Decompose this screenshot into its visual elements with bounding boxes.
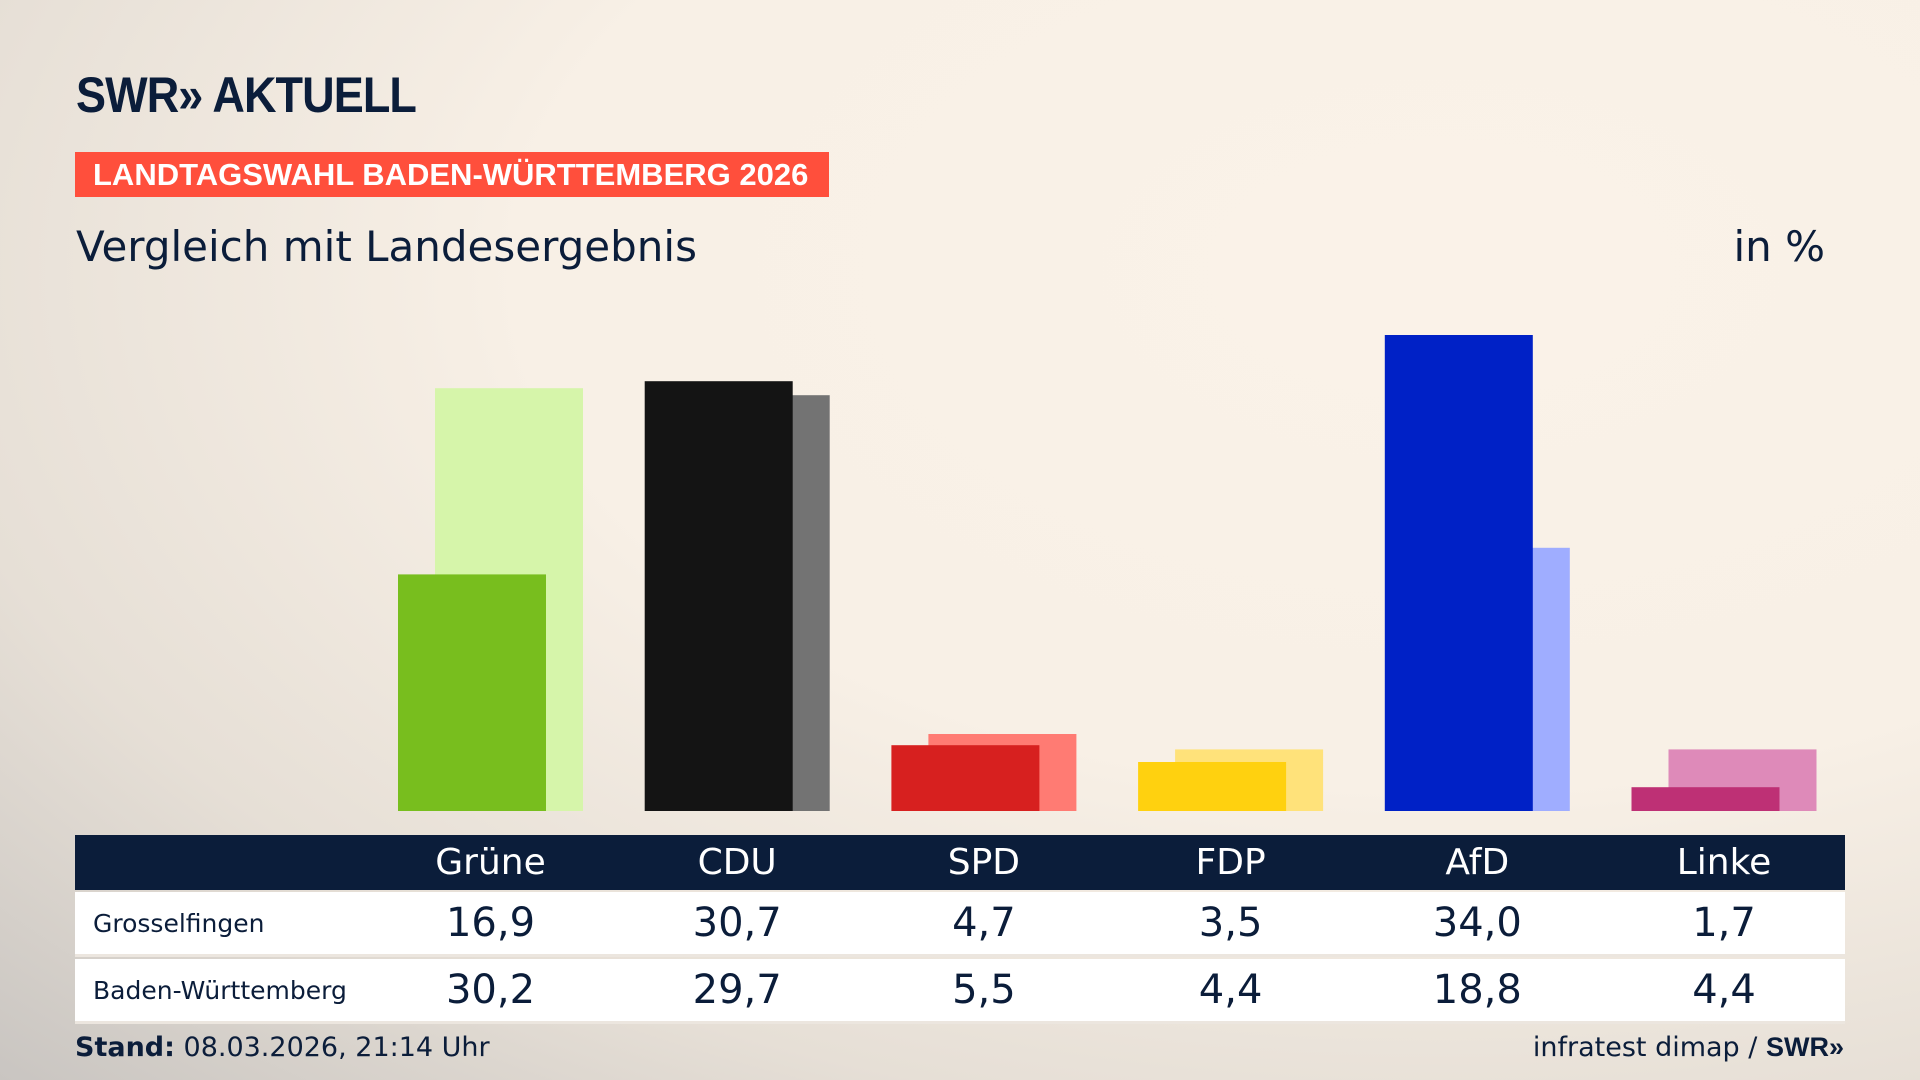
source-text: infratest dimap / xyxy=(1532,1032,1758,1063)
value-fdp: 4,4 xyxy=(1198,967,1263,1013)
column-header-fdp: FDP xyxy=(1195,842,1266,883)
column-header-afd: AfD xyxy=(1445,842,1510,883)
column-header-cdu: CDU xyxy=(697,842,777,883)
row-label: Grosselfingen xyxy=(93,909,265,938)
swr-aktuell-logo: SWR» AKTUELL xyxy=(76,67,417,123)
bar-spd-grosselfingen xyxy=(891,745,1040,811)
bar-cdu-grosselfingen xyxy=(644,381,793,811)
table-row: Baden-Württemberg 30,2 29,7 5,5 4,4 18,8 4,4 xyxy=(75,959,1845,1024)
column-header-gruene: Grüne xyxy=(435,842,546,883)
stand-label: Stand: xyxy=(75,1032,175,1063)
bar-linke-grosselfingen xyxy=(1631,787,1780,811)
value-linke: 1,7 xyxy=(1692,900,1756,946)
swr-logo: SWR» xyxy=(1765,1032,1844,1062)
chart-subtitle: Vergleich mit Landesergebnis xyxy=(76,222,697,271)
table-row: Grosselfingen 16,9 30,7 4,7 3,5 34,0 1,7 xyxy=(75,892,1845,957)
bar-fdp-grosselfingen xyxy=(1138,762,1287,811)
value-afd: 18,8 xyxy=(1432,967,1522,1013)
value-afd: 34,0 xyxy=(1432,900,1522,946)
stand-value: 08.03.2026, 21:14 Uhr xyxy=(183,1032,490,1063)
value-spd: 5,5 xyxy=(952,967,1016,1013)
value-cdu: 30,7 xyxy=(692,900,782,946)
results-table: Grüne CDU SPD FDP AfD Linke Grosselfingen 16,9… xyxy=(75,835,1845,1024)
value-linke: 4,4 xyxy=(1692,967,1756,1013)
bar-gruene-grosselfingen xyxy=(398,574,546,811)
value-gruene: 30,2 xyxy=(445,967,536,1013)
row-label: Baden-Württemberg xyxy=(93,976,347,1005)
bar-afd-grosselfingen xyxy=(1384,335,1533,811)
value-fdp: 3,5 xyxy=(1198,900,1263,946)
unit-label: in % xyxy=(1733,222,1825,271)
column-header-spd: SPD xyxy=(947,842,1021,883)
timestamp: Stand: 08.03.2026, 21:14 Uhr xyxy=(75,1032,490,1063)
table-header: Grüne CDU SPD FDP AfD Linke xyxy=(75,835,1845,890)
value-cdu: 29,7 xyxy=(692,967,782,1013)
value-spd: 4,7 xyxy=(952,900,1016,946)
column-header-linke: Linke xyxy=(1676,842,1772,883)
election-banner: LANDTAGSWAHL BADEN-WÜRTTEMBERG 2026 xyxy=(75,152,829,197)
value-gruene: 16,9 xyxy=(445,900,536,946)
source: infratest dimap / SWR» xyxy=(1533,1032,1844,1063)
